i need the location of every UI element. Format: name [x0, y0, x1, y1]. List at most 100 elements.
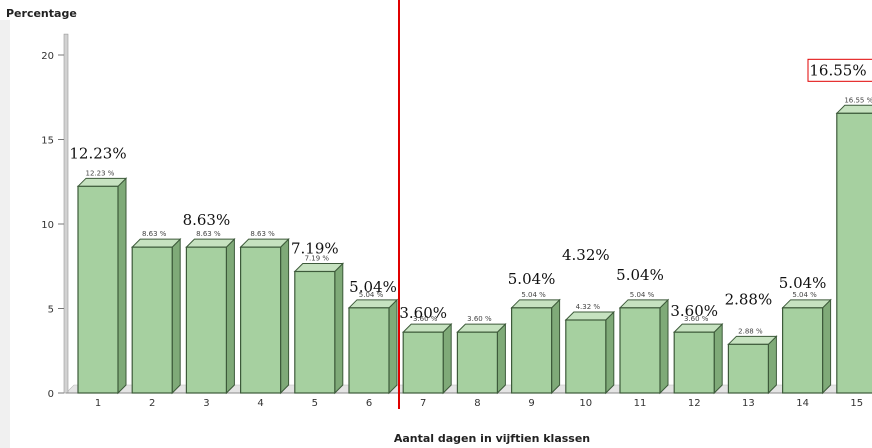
bar: [565, 319, 607, 394]
annotation-box: [807, 58, 872, 82]
bar-top: [347, 299, 399, 309]
bar-side: [171, 237, 181, 395]
annotation-label: 4.32%: [562, 246, 610, 264]
bar-top: [510, 299, 561, 309]
x-tick-label: 2: [149, 398, 155, 409]
annotation-label: 16.55%: [809, 61, 866, 79]
bar-value-label: 12.23 %: [86, 169, 115, 177]
annotation-label: 7.19%: [291, 239, 339, 257]
bar-value-label: 4.32 %: [576, 303, 601, 311]
bar-value-label: 3.60 %: [467, 315, 492, 323]
bar-top: [727, 335, 778, 345]
bar-top: [672, 323, 724, 333]
bars: [76, 104, 872, 395]
x-tick-label: 1: [95, 398, 101, 409]
bar: [673, 331, 715, 394]
bar-top: [564, 311, 616, 321]
x-tick-label: 12: [688, 398, 701, 409]
x-tick-label: 15: [850, 398, 863, 409]
bar: [836, 112, 872, 394]
bar-top: [456, 323, 507, 333]
x-tick-label: 7: [420, 398, 426, 409]
bar-side: [822, 298, 832, 395]
bar-labels: 12.23 % 1 8.63 % 2 8.63 % 3 8.63 % 4 7.19 % 5 5.04…: [86, 96, 872, 409]
bar-side: [605, 310, 615, 395]
annotation-label: 5.04%: [616, 266, 664, 284]
bar-value-label: 16.55 %: [844, 96, 872, 104]
bar: [781, 307, 824, 394]
y-tick-label: 5: [48, 305, 54, 316]
y-tick-label: 10: [41, 220, 54, 231]
x-tick-label: 3: [203, 398, 209, 409]
bar-side: [659, 298, 669, 395]
bar-side: [117, 177, 127, 395]
y-axis-line: [63, 33, 69, 394]
annotation-label: 5.04%: [349, 278, 397, 296]
x-tick-label: 5: [312, 398, 318, 409]
bar-value-label: 5.04 %: [359, 291, 384, 299]
bar-top: [835, 104, 872, 114]
annotations: 12.23%8.63%7.19%5.04%3.60%5.04%4.32%5.04…: [69, 0, 872, 409]
annotation-label: 3.60%: [670, 302, 718, 320]
x-axis-label: Aantal dagen in vijftien klassen: [394, 432, 590, 445]
bar-value-label: 8.63 %: [142, 230, 167, 238]
x-tick-label: 14: [796, 398, 809, 409]
bar: [294, 270, 336, 394]
bar-side: [280, 237, 290, 395]
bar-value-label: 5.04 %: [521, 291, 546, 299]
bar: [619, 307, 661, 394]
bar: [185, 246, 227, 394]
annotation-label: 3.60%: [399, 304, 447, 322]
annotation-label: 8.63%: [183, 211, 231, 229]
bar-top: [185, 238, 236, 248]
bar: [456, 331, 498, 394]
bar-top: [239, 238, 290, 248]
bar: [727, 343, 770, 394]
chart-left-margin: [0, 20, 10, 448]
bar-side: [496, 322, 506, 395]
y-axis-label: Percentage: [6, 7, 77, 20]
bar-value-label: 8.63 %: [196, 230, 221, 238]
bar-side: [388, 298, 398, 395]
x-tick-label: 4: [257, 398, 263, 409]
bar-value-label: 5.04 %: [792, 291, 817, 299]
bar-side: [767, 335, 777, 395]
annotation-label: 5.04%: [508, 270, 556, 288]
bar: [511, 307, 553, 394]
bar-top: [618, 299, 670, 309]
bar-value-label: 7.19 %: [305, 254, 330, 262]
x-tick-label: 9: [528, 398, 534, 409]
bar-top: [401, 323, 453, 333]
x-tick-label: 8: [474, 398, 480, 409]
x-tick-label: 13: [742, 398, 755, 409]
y-tick-label: 15: [41, 136, 54, 147]
annotation-label: 5.04%: [779, 274, 827, 292]
x-tick-label: 11: [634, 398, 647, 409]
bar-value-label: 3.60 %: [413, 315, 438, 323]
bar-value-label: 5.04 %: [630, 291, 655, 299]
bar: [402, 331, 444, 394]
bar-top: [130, 238, 182, 248]
bar-side: [334, 262, 344, 395]
bar: [77, 185, 119, 394]
annotation-label: 2.88%: [725, 290, 773, 308]
bar-value-label: 2.88 %: [738, 327, 763, 335]
bar: [348, 307, 390, 394]
bar-top: [76, 177, 128, 187]
bar-side: [225, 237, 235, 395]
bar-top: [781, 299, 832, 309]
y-tick-label: 20: [41, 51, 54, 62]
bar-side: [442, 322, 452, 395]
bar: [240, 246, 282, 394]
y-tick-label: 0: [48, 389, 54, 400]
x-tick-label: 6: [366, 398, 372, 409]
bar-side: [551, 298, 561, 395]
annotation-label: 12.23%: [69, 144, 126, 162]
bar-side: [713, 322, 723, 395]
bar-value-label: 3.60 %: [684, 315, 709, 323]
bar-top: [293, 262, 345, 272]
bar: [131, 246, 173, 394]
bar-value-label: 8.63 %: [250, 230, 275, 238]
x-tick-label: 10: [579, 398, 592, 409]
